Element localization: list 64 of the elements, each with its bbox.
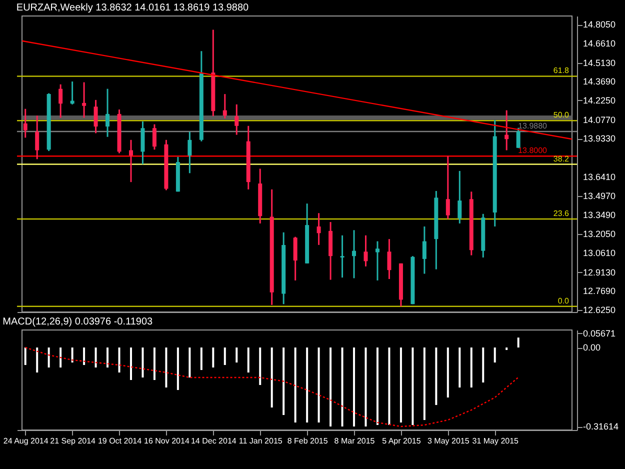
x-tick-label: 14 Dec 2014 bbox=[190, 436, 237, 446]
y-tick-label: -0.31614 bbox=[583, 422, 619, 432]
x-tick-label: 21 Sep 2014 bbox=[50, 436, 96, 446]
x-tick-label: 24 Aug 2014 bbox=[3, 436, 49, 446]
candlestick bbox=[352, 229, 356, 279]
y-tick-label: 12.7690 bbox=[583, 286, 616, 296]
x-tick-label: 5 Apr 2015 bbox=[382, 436, 422, 446]
candlestick bbox=[340, 234, 344, 278]
candlestick bbox=[234, 104, 239, 136]
annotation: 38.2 bbox=[553, 154, 570, 164]
y-tick-label: 14.0770 bbox=[583, 114, 616, 125]
y-tick-label: 13.4970 bbox=[583, 190, 616, 201]
y-tick-label: 13.3490 bbox=[583, 210, 616, 220]
annotation: 50.0 bbox=[553, 110, 570, 120]
y-tick-label: 13.6410 bbox=[583, 172, 616, 182]
x-tick-label: 3 May 2015 bbox=[428, 436, 470, 446]
y-tick-label: 14.3690 bbox=[583, 76, 616, 87]
y-tick-label: 14.6610 bbox=[583, 38, 616, 48]
y-tick-label: 13.9330 bbox=[583, 134, 616, 144]
candlestick bbox=[152, 124, 156, 150]
ref-line-label: 13.9880 bbox=[518, 122, 548, 131]
ref-line-label: 13.8000 bbox=[518, 146, 548, 156]
candlestick bbox=[188, 131, 192, 174]
x-tick-label: 31 May 2015 bbox=[472, 436, 520, 446]
candlestick bbox=[106, 88, 110, 138]
x-tick-label: 19 Oct 2014 bbox=[98, 436, 142, 446]
y-tick-label: 13.2050 bbox=[583, 229, 616, 240]
annotation: 23.6 bbox=[553, 209, 570, 218]
chart-title: EURZAR,Weekly 13.8632 14.0161 13.8619 13.9880 bbox=[16, 2, 250, 14]
candlestick bbox=[35, 114, 40, 160]
candlestick bbox=[94, 99, 98, 134]
x-tick-label: 11 Jan 2015 bbox=[238, 436, 283, 446]
y-tick-label: 14.2250 bbox=[583, 95, 616, 106]
candlestick bbox=[316, 212, 321, 246]
candlestick bbox=[140, 120, 145, 166]
line-series bbox=[24, 346, 519, 428]
candlestick bbox=[422, 226, 426, 275]
y-tick-label: 14.8050 bbox=[583, 20, 616, 30]
y-tick-label: 0.00 bbox=[583, 342, 601, 352]
annotation: 0.0 bbox=[558, 296, 570, 306]
candlestick bbox=[23, 108, 28, 138]
x-tick-label: 8 Feb 2015 bbox=[287, 436, 328, 446]
candlestick bbox=[128, 139, 133, 183]
chart-title: MACD(12,26,9) 0.03976 -0.11903 bbox=[2, 316, 154, 328]
candlestick bbox=[364, 234, 368, 268]
y-tick-label: 13.0610 bbox=[583, 248, 616, 258]
candlestick bbox=[387, 238, 392, 280]
candlestick bbox=[446, 155, 450, 220]
candlestick bbox=[375, 240, 380, 282]
x-tick-label: 16 Nov 2014 bbox=[144, 436, 190, 446]
candlestick bbox=[458, 170, 462, 224]
y-tick-label: 12.9130 bbox=[583, 267, 616, 278]
y-tick-label: 0.05671 bbox=[583, 328, 616, 338]
x-tick-label: 8 Mar 2015 bbox=[334, 436, 376, 446]
candlestick bbox=[516, 127, 520, 149]
candlestick bbox=[222, 93, 227, 120]
annotation: 61.8 bbox=[553, 66, 570, 76]
y-tick-label: 12.6250 bbox=[583, 305, 616, 316]
candlestick bbox=[504, 110, 509, 151]
candlestick bbox=[82, 82, 86, 119]
candlestick bbox=[293, 236, 298, 282]
candlestick bbox=[58, 84, 63, 119]
y-tick-label: 14.5130 bbox=[583, 58, 616, 68]
candlestick bbox=[70, 80, 74, 106]
